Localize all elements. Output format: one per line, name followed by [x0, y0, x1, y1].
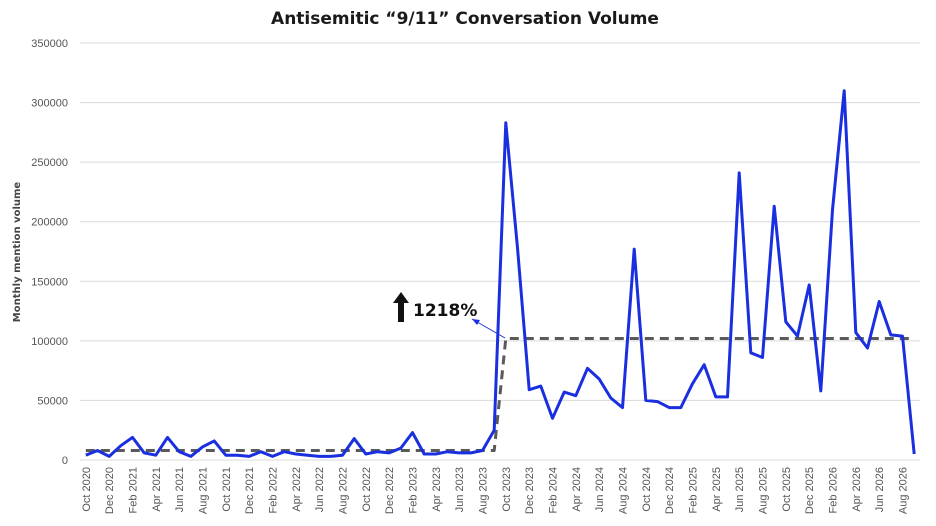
baseline-dashed-line: [85, 337, 915, 452]
x-tick-label: Jun 2021: [174, 467, 186, 512]
x-tick-label: Dec 2022: [384, 467, 396, 514]
gridlines: [80, 42, 920, 461]
x-tick-label: Apr 2026: [851, 467, 863, 512]
x-tick-label: Aug 2025: [758, 467, 770, 514]
annotation: 1218%: [393, 292, 506, 339]
x-tick-label: Feb 2025: [688, 467, 700, 513]
chart-title: Antisemitic “9/11” Conversation Volume: [271, 9, 659, 29]
x-tick-label: Jun 2025: [734, 467, 746, 512]
y-tick-label: 0: [62, 455, 68, 467]
x-tick-label: Feb 2026: [828, 467, 840, 513]
x-tick-label: Oct 2021: [221, 467, 233, 512]
x-tick-label: Oct 2024: [641, 467, 653, 512]
x-tick-label: Oct 2020: [81, 467, 93, 512]
x-tick-label: Dec 2020: [104, 467, 116, 514]
x-tick-label: Jun 2026: [874, 467, 886, 512]
x-tick-label: Apr 2022: [291, 467, 303, 512]
x-tick-label: Oct 2023: [501, 467, 513, 512]
x-tick-label: Jun 2022: [314, 467, 326, 512]
y-tick-label: 200000: [31, 217, 68, 229]
x-tick-label: Dec 2024: [664, 467, 676, 514]
up-arrow-icon: [393, 292, 409, 322]
x-tick-label: Apr 2025: [711, 467, 723, 512]
x-tick-label: Dec 2021: [244, 467, 256, 514]
x-tick-label: Feb 2021: [128, 467, 140, 513]
x-tick-label: Dec 2023: [524, 467, 536, 514]
y-tick-label: 100000: [31, 336, 68, 348]
series-lines: [85, 89, 916, 458]
x-tick-label: Aug 2022: [338, 467, 350, 514]
y-tick-label: 250000: [31, 157, 68, 169]
y-axis-label: Monthly mention volume: [12, 182, 23, 323]
x-tick-label: Apr 2024: [571, 467, 583, 512]
x-tick-label: Apr 2021: [151, 467, 163, 512]
y-tick-label: 350000: [31, 38, 68, 50]
x-tick-label: Oct 2022: [361, 467, 373, 512]
x-tick-label: Aug 2024: [618, 467, 630, 514]
x-axis-ticks: Oct 2020 Dec 2020 Feb 2021 Apr 2021 Jun 2021…: [81, 467, 910, 514]
y-tick-label: 50000: [37, 395, 68, 407]
x-tick-label: Feb 2022: [268, 467, 280, 513]
y-tick-label: 150000: [31, 276, 68, 288]
x-tick-label: Aug 2023: [478, 467, 490, 514]
x-tick-label: Aug 2026: [898, 467, 910, 514]
x-tick-label: Jun 2023: [454, 467, 466, 512]
y-axis-ticks: 0 50000 100000 150000 200000 250000 300000 3500…: [31, 38, 68, 467]
x-tick-label: Apr 2023: [431, 467, 443, 512]
x-tick-label: Aug 2021: [198, 467, 210, 514]
x-tick-label: Oct 2025: [781, 467, 793, 512]
volume-series-line: [85, 89, 916, 458]
annotation-arrowhead: [472, 319, 480, 325]
annotation-label: 1218%: [413, 301, 477, 321]
x-tick-label: Feb 2024: [548, 467, 560, 513]
x-tick-label: Dec 2025: [804, 467, 816, 514]
x-tick-label: Jun 2024: [594, 467, 606, 512]
y-tick-label: 300000: [31, 98, 68, 110]
x-tick-label: Feb 2023: [408, 467, 420, 513]
